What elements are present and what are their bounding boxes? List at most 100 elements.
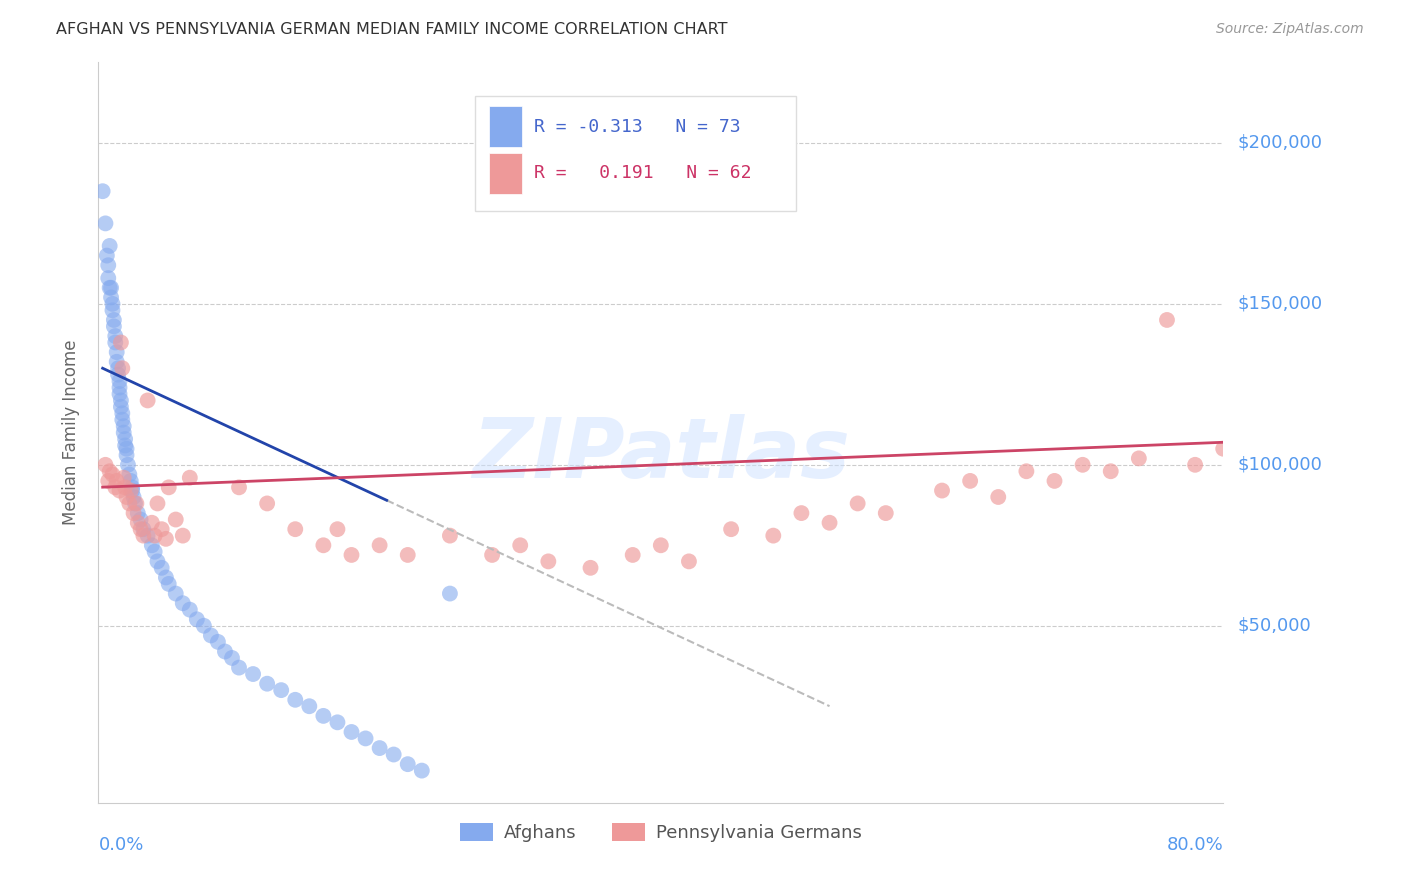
Point xyxy=(141,516,163,530)
Point xyxy=(127,516,149,530)
Point xyxy=(959,474,981,488)
Point xyxy=(125,496,148,510)
Point xyxy=(228,480,250,494)
Point xyxy=(118,496,141,510)
Point xyxy=(579,561,602,575)
Point xyxy=(129,522,152,536)
Point xyxy=(120,483,142,498)
Point xyxy=(150,522,173,536)
Point xyxy=(326,522,349,536)
Point xyxy=(108,483,131,498)
Point xyxy=(112,419,135,434)
Point xyxy=(115,490,138,504)
Point xyxy=(340,548,363,562)
Point xyxy=(100,281,122,295)
Point xyxy=(112,471,135,485)
Point xyxy=(228,660,250,674)
Legend: Afghans, Pennsylvania Germans: Afghans, Pennsylvania Germans xyxy=(453,815,869,849)
Point xyxy=(91,184,114,198)
Point xyxy=(411,764,433,778)
FancyBboxPatch shape xyxy=(489,153,523,194)
Point xyxy=(121,483,143,498)
Point xyxy=(298,699,321,714)
Point xyxy=(875,506,897,520)
Point xyxy=(678,554,700,568)
Point xyxy=(101,303,124,318)
Point xyxy=(114,480,136,494)
Point xyxy=(141,538,163,552)
Point xyxy=(98,239,121,253)
Point xyxy=(284,693,307,707)
Point xyxy=(481,548,503,562)
Point xyxy=(132,528,155,542)
Point xyxy=(382,747,405,762)
Point xyxy=(987,490,1010,504)
Point xyxy=(110,393,132,408)
Text: 0.0%: 0.0% xyxy=(98,836,143,855)
Point xyxy=(124,496,146,510)
Point xyxy=(256,496,278,510)
Point xyxy=(650,538,672,552)
Point xyxy=(931,483,953,498)
Point xyxy=(790,506,813,520)
Point xyxy=(312,709,335,723)
Point xyxy=(1156,313,1178,327)
Point xyxy=(270,683,292,698)
Point xyxy=(98,464,121,478)
Point xyxy=(155,532,177,546)
Point xyxy=(200,628,222,642)
Point xyxy=(165,512,187,526)
Point xyxy=(118,467,141,482)
Point xyxy=(129,512,152,526)
Point xyxy=(111,413,134,427)
Point xyxy=(103,313,125,327)
Point xyxy=(326,715,349,730)
Point xyxy=(100,290,122,304)
Point xyxy=(207,635,229,649)
Point xyxy=(122,490,145,504)
Point xyxy=(103,319,125,334)
Point xyxy=(107,368,129,382)
Point xyxy=(242,667,264,681)
Point xyxy=(97,474,120,488)
Y-axis label: Median Family Income: Median Family Income xyxy=(62,340,80,525)
Point xyxy=(111,361,134,376)
Point xyxy=(179,602,201,616)
Point xyxy=(172,596,194,610)
Point xyxy=(439,528,461,542)
Point xyxy=(115,442,138,456)
Point xyxy=(1212,442,1234,456)
Point xyxy=(818,516,841,530)
Point xyxy=(114,432,136,446)
Point xyxy=(537,554,560,568)
Point xyxy=(172,528,194,542)
Text: $150,000: $150,000 xyxy=(1237,295,1322,313)
Point xyxy=(96,249,118,263)
Point xyxy=(122,506,145,520)
Point xyxy=(846,496,869,510)
Point xyxy=(105,355,128,369)
Point xyxy=(621,548,644,562)
Point xyxy=(340,725,363,739)
Point xyxy=(439,586,461,600)
Point xyxy=(97,258,120,272)
Point xyxy=(136,528,159,542)
Point xyxy=(396,548,419,562)
Text: $100,000: $100,000 xyxy=(1237,456,1322,474)
Point xyxy=(104,335,127,350)
Point xyxy=(98,281,121,295)
Point xyxy=(720,522,742,536)
Point xyxy=(179,471,201,485)
Point xyxy=(221,651,243,665)
Point xyxy=(143,528,166,542)
Point xyxy=(115,448,138,462)
Point xyxy=(104,329,127,343)
Point xyxy=(214,644,236,658)
Point xyxy=(284,522,307,536)
Point xyxy=(117,458,139,472)
Point xyxy=(1128,451,1150,466)
Text: Source: ZipAtlas.com: Source: ZipAtlas.com xyxy=(1216,22,1364,37)
Point xyxy=(1043,474,1066,488)
Point xyxy=(256,676,278,690)
Point xyxy=(193,619,215,633)
